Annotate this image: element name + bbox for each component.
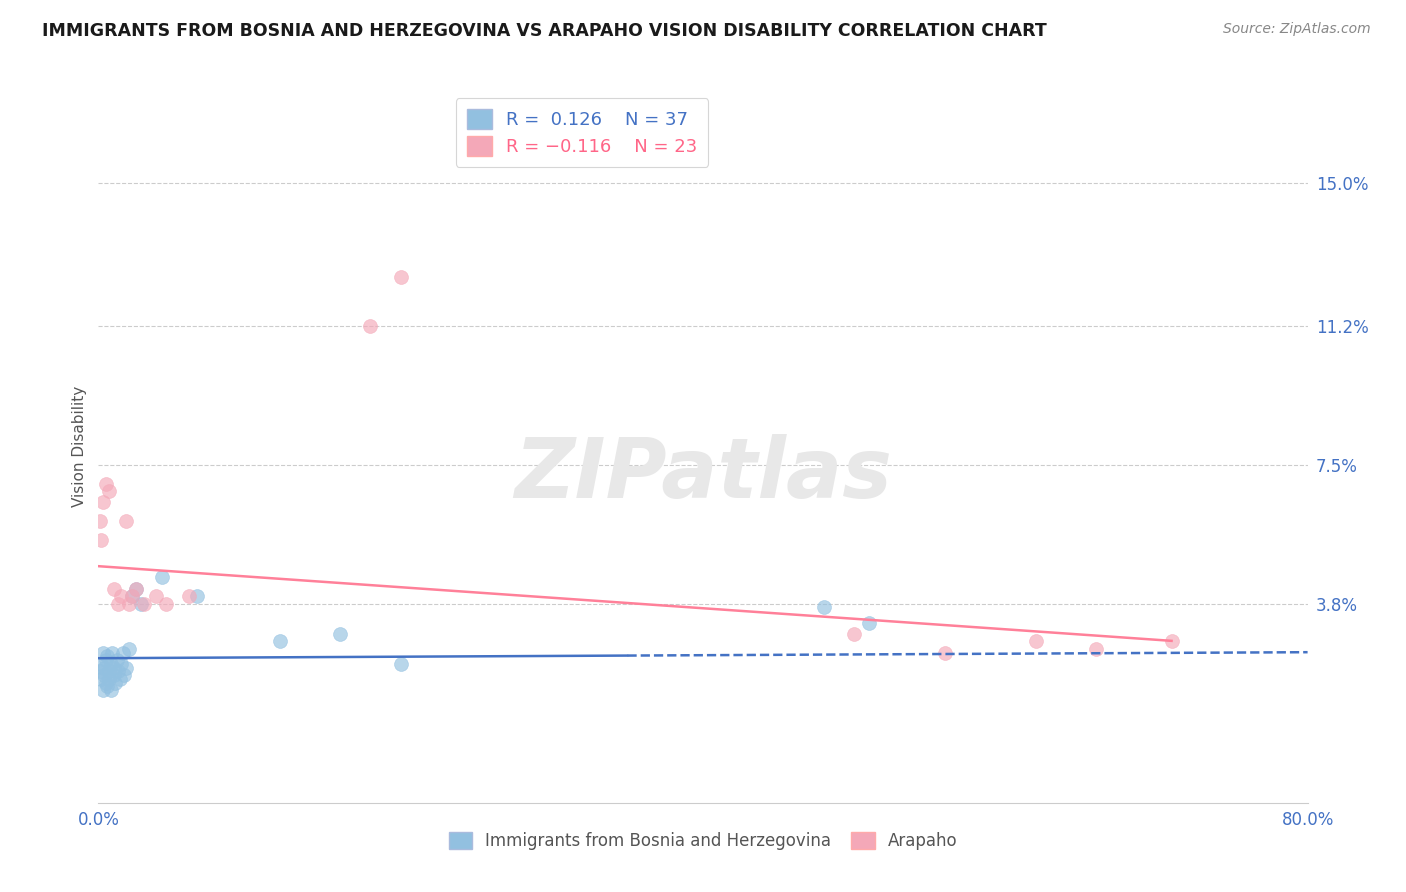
Point [93,668,115,682]
Point [934,646,956,660]
Point [118,641,141,656]
Point [90,672,112,686]
Point [1160,634,1182,648]
Point [125,582,148,596]
Point [100,683,122,698]
Point [103,668,125,682]
Point [125,582,148,596]
Point [145,589,167,603]
Point [111,646,134,660]
Point [269,634,291,648]
Point [1024,634,1046,648]
Point [96,649,118,664]
Point [108,672,131,686]
Point [94,476,117,491]
Point [94,675,117,690]
Point [91,495,114,509]
Point [360,318,382,333]
Point [858,615,880,630]
Point [121,589,143,603]
Point [110,589,132,603]
Point [89,514,111,528]
Point [103,660,125,674]
Point [103,582,125,596]
Point [389,657,412,671]
Point [329,627,352,641]
Point [107,597,129,611]
Point [98,672,121,686]
Point [100,657,122,671]
Point [105,653,128,667]
Point [101,646,124,660]
Point [91,646,114,660]
Text: Source: ZipAtlas.com: Source: ZipAtlas.com [1223,22,1371,37]
Point [89,665,111,679]
Point [94,653,117,667]
Point [813,600,835,615]
Point [93,660,115,674]
Point [114,514,136,528]
Point [389,270,412,285]
Point [91,683,114,698]
Point [98,484,121,499]
Point [112,668,135,682]
Point [104,675,127,690]
Legend: Immigrants from Bosnia and Herzegovina, Arapaho: Immigrants from Bosnia and Herzegovina, … [440,824,966,859]
Point [121,589,143,603]
Point [96,679,118,693]
Point [107,665,129,679]
Point [150,570,173,584]
Point [90,533,112,547]
Point [90,657,112,671]
Point [186,589,208,603]
Point [129,597,152,611]
Text: ZIPatlas: ZIPatlas [515,434,891,515]
Point [132,597,155,611]
Text: IMMIGRANTS FROM BOSNIA AND HERZEGOVINA VS ARAPAHO VISION DISABILITY CORRELATION : IMMIGRANTS FROM BOSNIA AND HERZEGOVINA V… [42,22,1047,40]
Point [98,665,121,679]
Point [844,627,866,641]
Point [118,597,141,611]
Y-axis label: Vision Disability: Vision Disability [72,385,87,507]
Point [179,589,201,603]
Point [110,657,132,671]
Point [1085,641,1108,656]
Point [114,660,136,674]
Point [155,597,177,611]
